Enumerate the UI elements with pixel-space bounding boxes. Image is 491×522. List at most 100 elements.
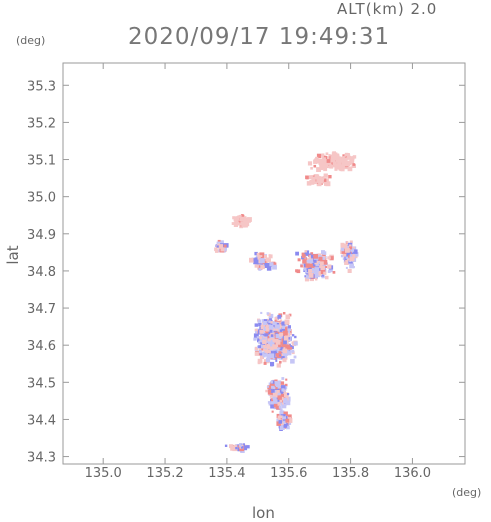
echo-cell [279, 329, 283, 332]
echo-cell [263, 361, 267, 365]
echo-cell [269, 353, 275, 359]
echo-cell [257, 338, 260, 341]
x-axis-unit: (deg) [452, 486, 482, 499]
echo-cell [340, 254, 344, 258]
echo-cell [277, 416, 281, 420]
y-tick-label: 35.3 [27, 79, 56, 94]
echo-cell [286, 331, 290, 335]
echo-cell [295, 251, 299, 256]
echo-cell [263, 319, 268, 323]
echo-cell [271, 336, 274, 339]
echo-cell [348, 160, 353, 165]
echo-cell [322, 158, 326, 161]
echo-cell [278, 398, 283, 403]
echo-cell [341, 159, 345, 163]
echo-cell [304, 275, 307, 278]
echo-cell [284, 386, 288, 390]
echo-cell [289, 347, 293, 350]
echo-cell [347, 153, 350, 156]
echo-cell [286, 337, 291, 342]
echo-cell [273, 399, 278, 404]
echo-cell [242, 221, 248, 226]
plot-frame [62, 62, 466, 465]
echo-cell [304, 269, 309, 274]
echo-cell [346, 258, 350, 261]
echo-region [214, 239, 229, 253]
echo-cell [340, 164, 344, 168]
echo-cell [267, 401, 271, 404]
echo-cell [259, 252, 265, 258]
echo-cell [264, 333, 268, 337]
echo-cell [351, 254, 356, 259]
echo-cell [263, 321, 267, 325]
echo-cell [281, 356, 285, 360]
echo-cell [259, 355, 264, 359]
echo-cell [342, 166, 345, 169]
echo-cell [268, 322, 271, 325]
echo-cell [314, 272, 319, 277]
echo-cell [347, 166, 353, 172]
echo-cell [297, 258, 301, 262]
x-tick-label: 135.2 [146, 466, 183, 481]
echo-cell [275, 359, 278, 362]
echo-cell [270, 346, 274, 351]
echo-cell [257, 319, 261, 323]
echo-cell [304, 252, 308, 256]
echo-cell [325, 152, 329, 156]
echo-cell [342, 156, 345, 159]
echo-cell [272, 386, 276, 389]
echo-cell [285, 400, 291, 406]
echo-cell [346, 162, 351, 167]
echo-cell [258, 347, 263, 352]
echo-cell [268, 322, 272, 326]
echo-cell [242, 443, 245, 446]
echo-cell [281, 422, 284, 426]
echo-cell [340, 247, 345, 252]
echo-cell [287, 418, 293, 423]
echo-cell [281, 321, 286, 326]
echo-cell [307, 161, 313, 166]
echo-cell [327, 264, 332, 269]
echo-cell [283, 398, 288, 403]
echo-cell [315, 174, 320, 179]
echo-cell [262, 351, 266, 355]
echo-cell [281, 403, 287, 409]
echo-cell [345, 266, 348, 269]
echo-cell [293, 341, 298, 346]
echo-cell [312, 267, 315, 271]
y-tick-label: 34.4 [27, 413, 56, 428]
y-tick-label: 34.7 [27, 302, 56, 317]
echo-cell [334, 167, 338, 171]
echo-region [249, 251, 277, 271]
echo-cell [258, 350, 262, 354]
echo-cell [312, 179, 318, 185]
echo-cell [304, 250, 307, 253]
echo-cell [318, 162, 322, 165]
echo-cell [279, 319, 283, 322]
y-tick-label: 35.0 [27, 191, 56, 206]
x-tick-label: 135.6 [270, 466, 307, 481]
echo-cell [266, 312, 270, 315]
echo-cell [262, 339, 267, 344]
echo-cell [320, 265, 325, 270]
echo-cell [313, 161, 316, 164]
echo-cell [311, 262, 316, 267]
echo-cell [315, 156, 319, 160]
echo-cell [342, 161, 348, 167]
echo-cell [256, 252, 260, 256]
echo-region [231, 214, 252, 229]
echo-cell [268, 325, 274, 330]
echo-cell [280, 385, 286, 390]
echo-cell [310, 167, 313, 170]
echo-cell [329, 256, 334, 261]
echo-cell [274, 316, 279, 321]
echo-cell [349, 263, 354, 269]
echo-cell [285, 344, 291, 350]
echo-cell [259, 336, 263, 340]
echo-cell [261, 330, 266, 335]
echo-cell [272, 321, 276, 325]
echo-cell [287, 351, 292, 356]
echo-cell [254, 328, 258, 332]
echo-cell [310, 252, 314, 255]
echo-cell [280, 408, 283, 411]
